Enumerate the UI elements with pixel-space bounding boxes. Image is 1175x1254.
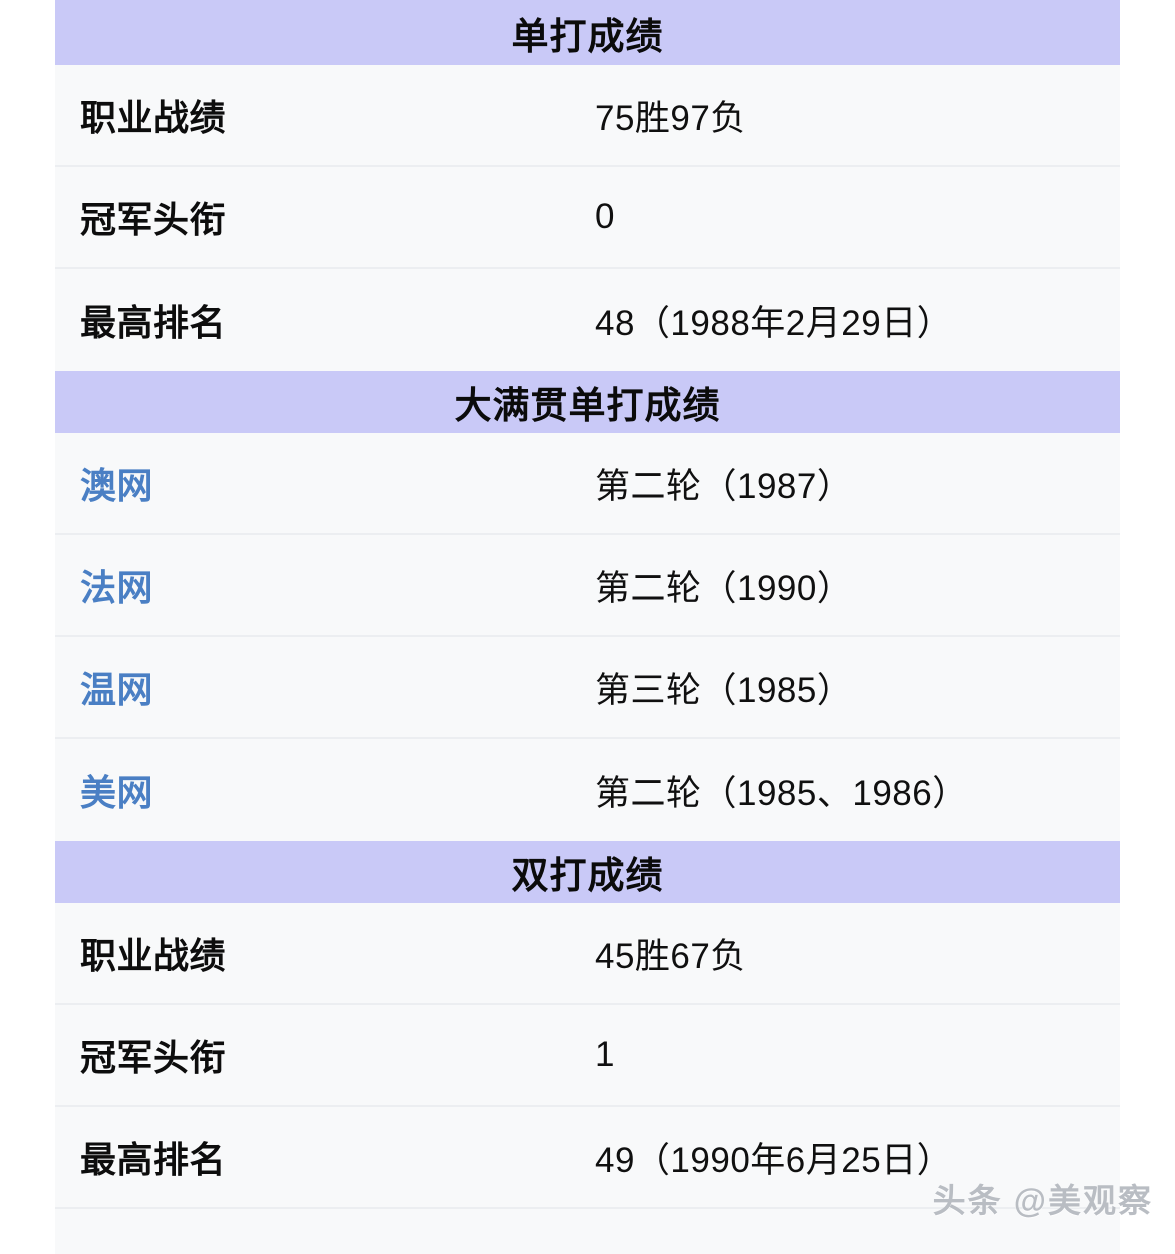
section-header: 大满贯单打成绩 [55, 371, 1120, 433]
row-label-link[interactable]: 美网 [80, 772, 154, 813]
table-row: 法网 第二轮（1990） [55, 535, 1120, 637]
row-value: 49（1990年6月25日） [595, 1140, 953, 1180]
row-label-link[interactable]: 澳网 [80, 465, 154, 506]
stats-infobox: 单打成绩职业战绩 75胜97负冠军头衔 0 最高排名 48（1988年2月29日） 大满贯… [55, 0, 1120, 1254]
row-value: 第三轮（1985） [595, 670, 853, 710]
row-value: 第二轮（1985、1986） [595, 773, 968, 813]
row-label-link[interactable]: 温网 [80, 669, 154, 710]
table-row: 职业战绩 75胜97负 [55, 65, 1120, 167]
row-label: 最高排名 [80, 1139, 227, 1180]
row-label: 职业战绩 [80, 935, 227, 976]
table-row: 冠军头衔 0 [55, 167, 1120, 269]
row-label: 冠军头衔 [80, 199, 227, 240]
row-value: 45胜67负 [595, 936, 746, 976]
row-value: 1 [595, 1035, 615, 1074]
table-row: 美网 第二轮（1985、1986） [55, 739, 1120, 841]
row-value: 75胜97负 [595, 98, 746, 138]
row-value: 第二轮（1990） [595, 568, 853, 608]
table-row: 冠军头衔 1 [55, 1005, 1120, 1107]
row-value: 第二轮（1987） [595, 466, 853, 506]
table-row: 最高排名 49（1990年6月25日） [55, 1107, 1120, 1209]
row-label: 职业战绩 [80, 97, 227, 138]
table-row: 澳网 第二轮（1987） [55, 433, 1120, 535]
section-header: 双打成绩 [55, 841, 1120, 903]
table-row-clipped [55, 1209, 1120, 1228]
table-row: 温网 第三轮（1985） [55, 637, 1120, 739]
section-header: 单打成绩 [55, 0, 1120, 65]
row-label: 冠军头衔 [80, 1037, 227, 1078]
table-row: 最高排名 48（1988年2月29日） [55, 269, 1120, 371]
table-row: 职业战绩 45胜67负 [55, 903, 1120, 1005]
row-label-link[interactable]: 法网 [80, 567, 154, 608]
row-label: 最高排名 [80, 302, 227, 343]
row-value: 0 [595, 197, 615, 236]
row-value: 48（1988年2月29日） [595, 303, 953, 343]
